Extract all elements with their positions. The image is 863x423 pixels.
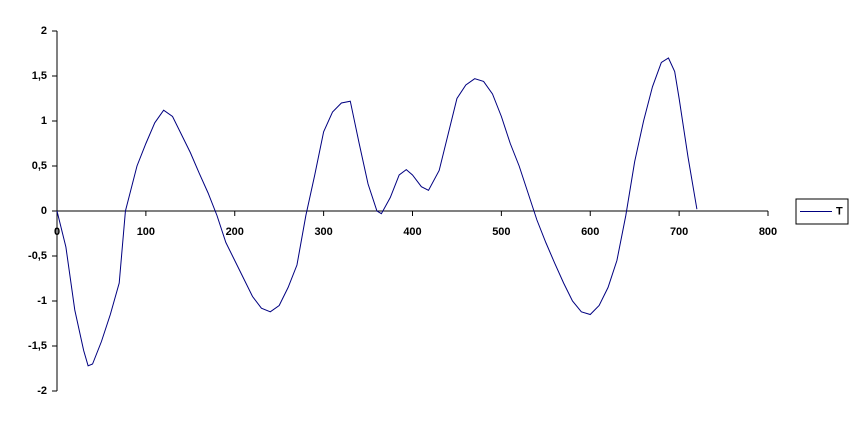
legend-label: T (836, 205, 843, 217)
x-tick-label: 300 (314, 226, 332, 238)
x-tick-label: 600 (581, 226, 599, 238)
x-tick-label: 100 (137, 226, 155, 238)
y-tick-label: 1,5 (32, 70, 47, 82)
y-tick-label: 2 (41, 25, 47, 37)
x-tick-label: 700 (670, 226, 688, 238)
y-tick-label: -2 (37, 385, 47, 397)
y-tick-label: 1 (41, 115, 47, 127)
y-tick-label: -0,5 (28, 250, 47, 262)
x-tick-label: 500 (492, 226, 510, 238)
y-tick-label: -1 (37, 295, 47, 307)
y-tick-label: 0 (41, 205, 47, 217)
y-tick-label: 0,5 (32, 160, 47, 172)
y-tick-label: -1,5 (28, 340, 47, 352)
x-tick-label: 0 (54, 226, 60, 238)
x-tick-label: 800 (759, 226, 777, 238)
x-tick-label: 200 (226, 226, 244, 238)
series-line (56, 57, 698, 367)
x-tick-label: 400 (403, 226, 421, 238)
